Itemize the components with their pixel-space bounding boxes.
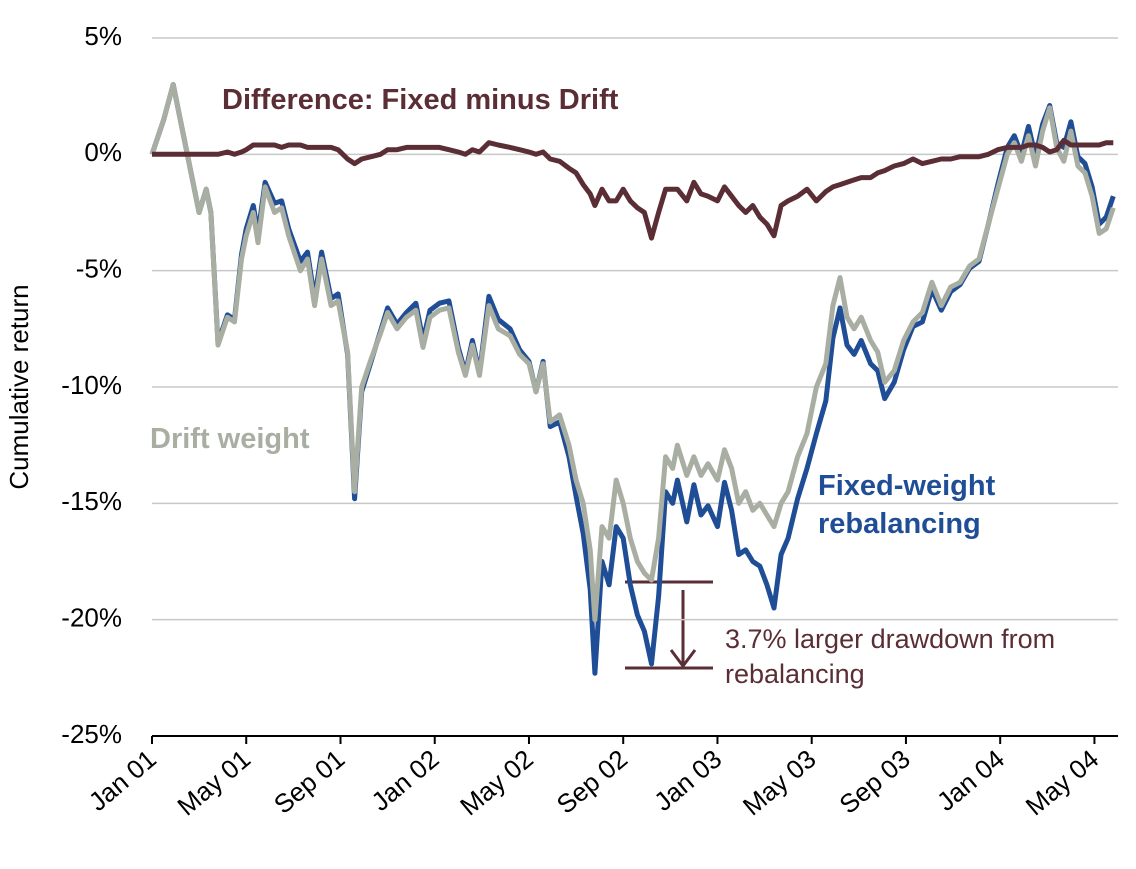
series-label: Fixed-weight rebalancing (818, 470, 996, 540)
x-tick-label: May 02 (454, 744, 539, 822)
x-tick-label: Jan 04 (931, 744, 1010, 817)
x-tick-label: Jan 01 (83, 744, 162, 817)
annotation: 3.7% larger drawdown from rebalancing (725, 624, 1056, 690)
y-tick-label: -10% (61, 370, 122, 400)
y-tick-label: -15% (61, 486, 122, 516)
x-tick-label: Sep 02 (551, 744, 633, 820)
y-tick-label: -25% (61, 719, 122, 749)
series-line (152, 137, 1114, 241)
x-tick-label: May 04 (1020, 744, 1105, 822)
series-line (149, 82, 1116, 676)
x-tick-label: May 01 (171, 744, 256, 822)
x-tick-label: May 03 (737, 744, 822, 822)
x-tick-label: Sep 01 (268, 744, 350, 820)
y-tick-label: -5% (76, 254, 122, 284)
series-line (149, 82, 1116, 623)
y-axis-label: Cumulative return (4, 284, 34, 489)
series-label: Difference: Fixed minus Drift (222, 84, 619, 116)
x-tick-label: Sep 03 (833, 744, 915, 820)
series-label: Drift weight (150, 423, 310, 455)
x-tick-label: Jan 02 (365, 744, 444, 817)
drawdown-marker (625, 580, 713, 670)
y-tick-label: 5% (84, 21, 122, 51)
y-tick-label: 0% (84, 137, 122, 167)
x-tick-label: Jan 03 (648, 744, 727, 817)
y-tick-label: -20% (61, 603, 122, 633)
arrow-head (669, 649, 697, 669)
